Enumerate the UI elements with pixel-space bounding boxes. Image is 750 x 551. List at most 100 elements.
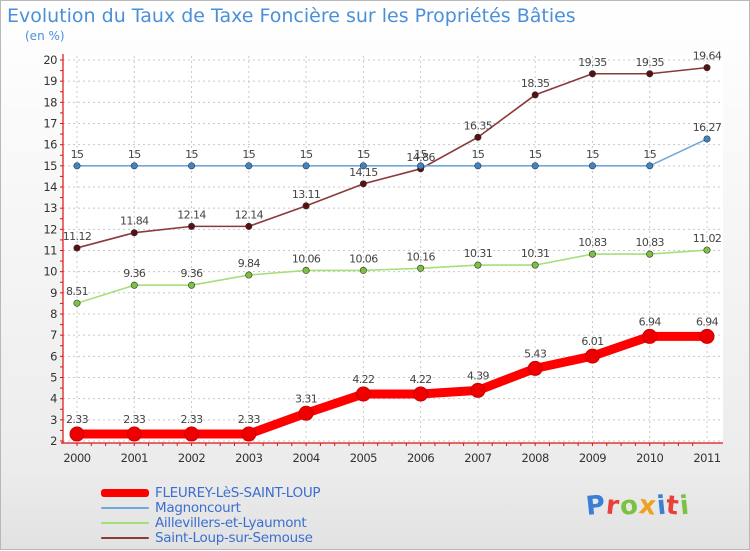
data-label: 15 xyxy=(300,148,313,161)
data-label: 15 xyxy=(185,148,198,161)
x-tick-label: 2008 xyxy=(522,451,549,465)
data-point xyxy=(130,162,138,170)
y-tick-label: 4 xyxy=(50,392,57,406)
data-label: 9.36 xyxy=(180,267,203,280)
legend-label: Saint-Loup-sur-Semouse xyxy=(155,529,313,546)
data-point xyxy=(126,426,142,442)
series-line xyxy=(76,249,708,305)
y-tick-label: 11 xyxy=(43,244,57,258)
data-point xyxy=(642,328,658,344)
legend-item: Saint-Loup-sur-Semouse xyxy=(101,529,320,546)
data-point xyxy=(474,133,482,141)
data-label: 12.14 xyxy=(177,208,206,221)
proxiti-logo: Proxiti xyxy=(584,490,691,522)
x-tick-label: 2001 xyxy=(121,451,148,465)
data-label: 14.86 xyxy=(406,151,435,164)
data-label: 10.06 xyxy=(349,252,378,265)
data-point xyxy=(531,261,539,269)
data-point xyxy=(188,222,196,230)
x-tick-label: 2006 xyxy=(407,451,434,465)
data-label: 16.35 xyxy=(464,119,493,132)
data-point xyxy=(531,91,539,99)
y-tick-label: 13 xyxy=(43,201,57,215)
data-label: 13.11 xyxy=(292,188,321,201)
series-line xyxy=(76,66,708,249)
legend-swatch xyxy=(101,488,149,497)
data-label: 19.64 xyxy=(693,50,722,63)
plot-area xyxy=(63,56,723,443)
data-label: 2.33 xyxy=(238,413,261,426)
series-line xyxy=(76,138,708,167)
data-point xyxy=(413,386,429,402)
data-label: 9.84 xyxy=(238,257,261,270)
data-point xyxy=(130,281,138,289)
data-point xyxy=(241,426,257,442)
y-tick-label: 8 xyxy=(50,307,57,321)
data-label: 11.02 xyxy=(693,232,722,245)
data-point xyxy=(474,261,482,269)
data-point xyxy=(703,135,711,143)
legend-swatch xyxy=(101,521,149,524)
data-point xyxy=(470,382,486,398)
data-point xyxy=(703,64,711,72)
legend-swatch xyxy=(101,506,149,509)
data-label: 11.84 xyxy=(120,215,149,228)
data-point xyxy=(245,271,253,279)
data-point xyxy=(474,162,482,170)
data-point xyxy=(130,229,138,237)
data-point xyxy=(646,162,654,170)
data-label: 4.39 xyxy=(467,369,490,382)
legend-item: FLEUREY-LèS-SAINT-LOUP xyxy=(101,484,321,501)
x-tick-label: 2000 xyxy=(63,451,90,465)
data-label: 15 xyxy=(414,148,427,161)
data-label: 10.06 xyxy=(292,252,321,265)
data-point xyxy=(703,246,711,254)
data-point xyxy=(245,162,253,170)
data-point xyxy=(417,264,425,272)
data-point xyxy=(531,162,539,170)
legend-item: Aillevillers-et-Lyaumont xyxy=(101,514,320,531)
data-label: 6.94 xyxy=(696,315,719,328)
data-point xyxy=(188,281,196,289)
data-point xyxy=(527,360,543,376)
y-tick-label: 6 xyxy=(50,349,57,363)
legend-item: Magnoncourt xyxy=(101,500,320,516)
data-point xyxy=(355,386,371,402)
data-point xyxy=(359,266,367,274)
data-label: 10.31 xyxy=(464,247,493,260)
data-point xyxy=(584,348,600,364)
chart-legend: FLEUREY-LèS-SAINT-LOUP Magnoncourt Aillevi… xyxy=(101,484,321,546)
x-tick-label: 2011 xyxy=(693,451,720,465)
data-label: 10.83 xyxy=(635,236,664,249)
legend-swatch xyxy=(101,536,149,539)
legend-label: Aillevillers-et-Lyaumont xyxy=(155,514,307,531)
y-tick-label: 7 xyxy=(50,328,57,342)
data-point xyxy=(188,162,196,170)
data-point xyxy=(302,162,310,170)
data-label: 15 xyxy=(529,148,542,161)
x-tick-label: 2004 xyxy=(292,451,319,465)
data-point xyxy=(417,162,425,170)
y-tick-label: 14 xyxy=(43,180,57,194)
data-point xyxy=(588,162,596,170)
data-point xyxy=(73,162,81,170)
data-point xyxy=(302,202,310,210)
data-point xyxy=(359,162,367,170)
data-label: 3.31 xyxy=(295,392,317,405)
data-point xyxy=(69,426,85,442)
data-point xyxy=(359,180,367,188)
y-tick-label: 5 xyxy=(50,371,57,385)
data-point xyxy=(588,70,596,78)
y-unit-label: (en %) xyxy=(25,29,65,43)
data-label: 14.15 xyxy=(349,166,378,179)
data-point xyxy=(73,299,81,307)
y-tick-label: 20 xyxy=(43,53,57,67)
x-tick-label: 2010 xyxy=(636,451,663,465)
data-label: 15 xyxy=(586,148,599,161)
y-tick-label: 18 xyxy=(43,95,57,109)
data-point xyxy=(184,426,200,442)
data-label: 15 xyxy=(472,148,485,161)
legend-label: FLEUREY-LèS-SAINT-LOUP xyxy=(155,484,321,501)
